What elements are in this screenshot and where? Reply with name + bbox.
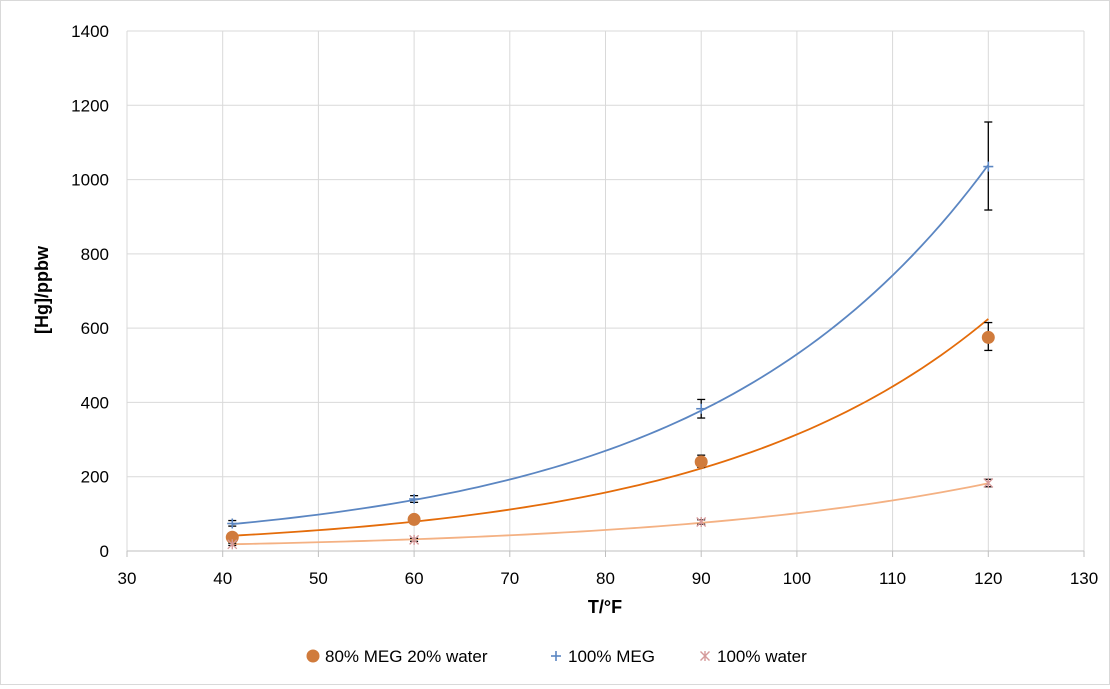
x-tick-label: 50 <box>309 569 328 588</box>
trendline-series-2 <box>232 164 990 526</box>
gridlines <box>126 30 1085 551</box>
legend-item-3: 100% water <box>700 647 807 666</box>
legend-marker-3 <box>700 651 710 661</box>
data-point-series-3 <box>409 534 420 545</box>
data-markers <box>225 161 995 550</box>
data-point-series-1 <box>694 455 708 469</box>
data-point-series-3 <box>696 517 707 528</box>
legend-label-3: 100% water <box>717 647 807 666</box>
x-tick-label: 60 <box>405 569 424 588</box>
y-tick-label: 400 <box>81 393 109 412</box>
x-tick-label: 130 <box>1070 569 1098 588</box>
y-tick-label: 600 <box>81 319 109 338</box>
y-tick-label: 1200 <box>71 96 109 115</box>
legend-label-1: 80% MEG 20% water <box>325 647 488 666</box>
data-point-series-3 <box>983 478 994 489</box>
legend-marker-2 <box>551 651 561 661</box>
legend-item-1: 80% MEG 20% water <box>306 647 488 666</box>
data-point-series-2 <box>227 518 238 529</box>
x-tick-label: 80 <box>596 569 615 588</box>
x-tick-label: 110 <box>879 569 906 588</box>
axes <box>126 550 1085 557</box>
y-tick-label: 800 <box>81 245 109 264</box>
tick-labels: 30 40 50 60 70 80 90 100 110 120 130 0 200 400 600 800 1… <box>71 22 1098 588</box>
x-tick-label: 40 <box>213 569 232 588</box>
x-tick-label: 90 <box>692 569 711 588</box>
data-point-series-1 <box>981 330 995 344</box>
x-axis-title: T/°F <box>588 597 622 617</box>
data-point-series-2 <box>696 403 707 414</box>
data-point-series-2 <box>409 494 420 504</box>
trendline-series-3 <box>232 482 989 546</box>
legend: 80% MEG 20% water 100% MEG 100% water <box>306 647 807 666</box>
y-tick-label: 200 <box>81 468 109 487</box>
trendlines <box>232 164 990 546</box>
legend-label-2: 100% MEG <box>568 647 655 666</box>
y-tick-label: 0 <box>100 542 109 561</box>
y-axis-title: [Hg]/ppbw <box>32 245 52 334</box>
legend-item-2: 100% MEG <box>551 647 655 666</box>
legend-marker-1 <box>306 649 320 663</box>
data-point-series-1 <box>407 512 421 526</box>
y-tick-label: 1000 <box>71 171 109 190</box>
x-tick-label: 30 <box>118 569 137 588</box>
x-tick-label: 120 <box>974 569 1002 588</box>
error-bars <box>228 121 993 547</box>
data-point-series-3 <box>227 539 238 550</box>
data-point-series-2 <box>983 161 994 172</box>
x-tick-label: 70 <box>500 569 519 588</box>
y-tick-label: 1400 <box>71 22 109 41</box>
trendline-series-1 <box>232 318 989 537</box>
x-tick-label: 100 <box>783 569 811 588</box>
